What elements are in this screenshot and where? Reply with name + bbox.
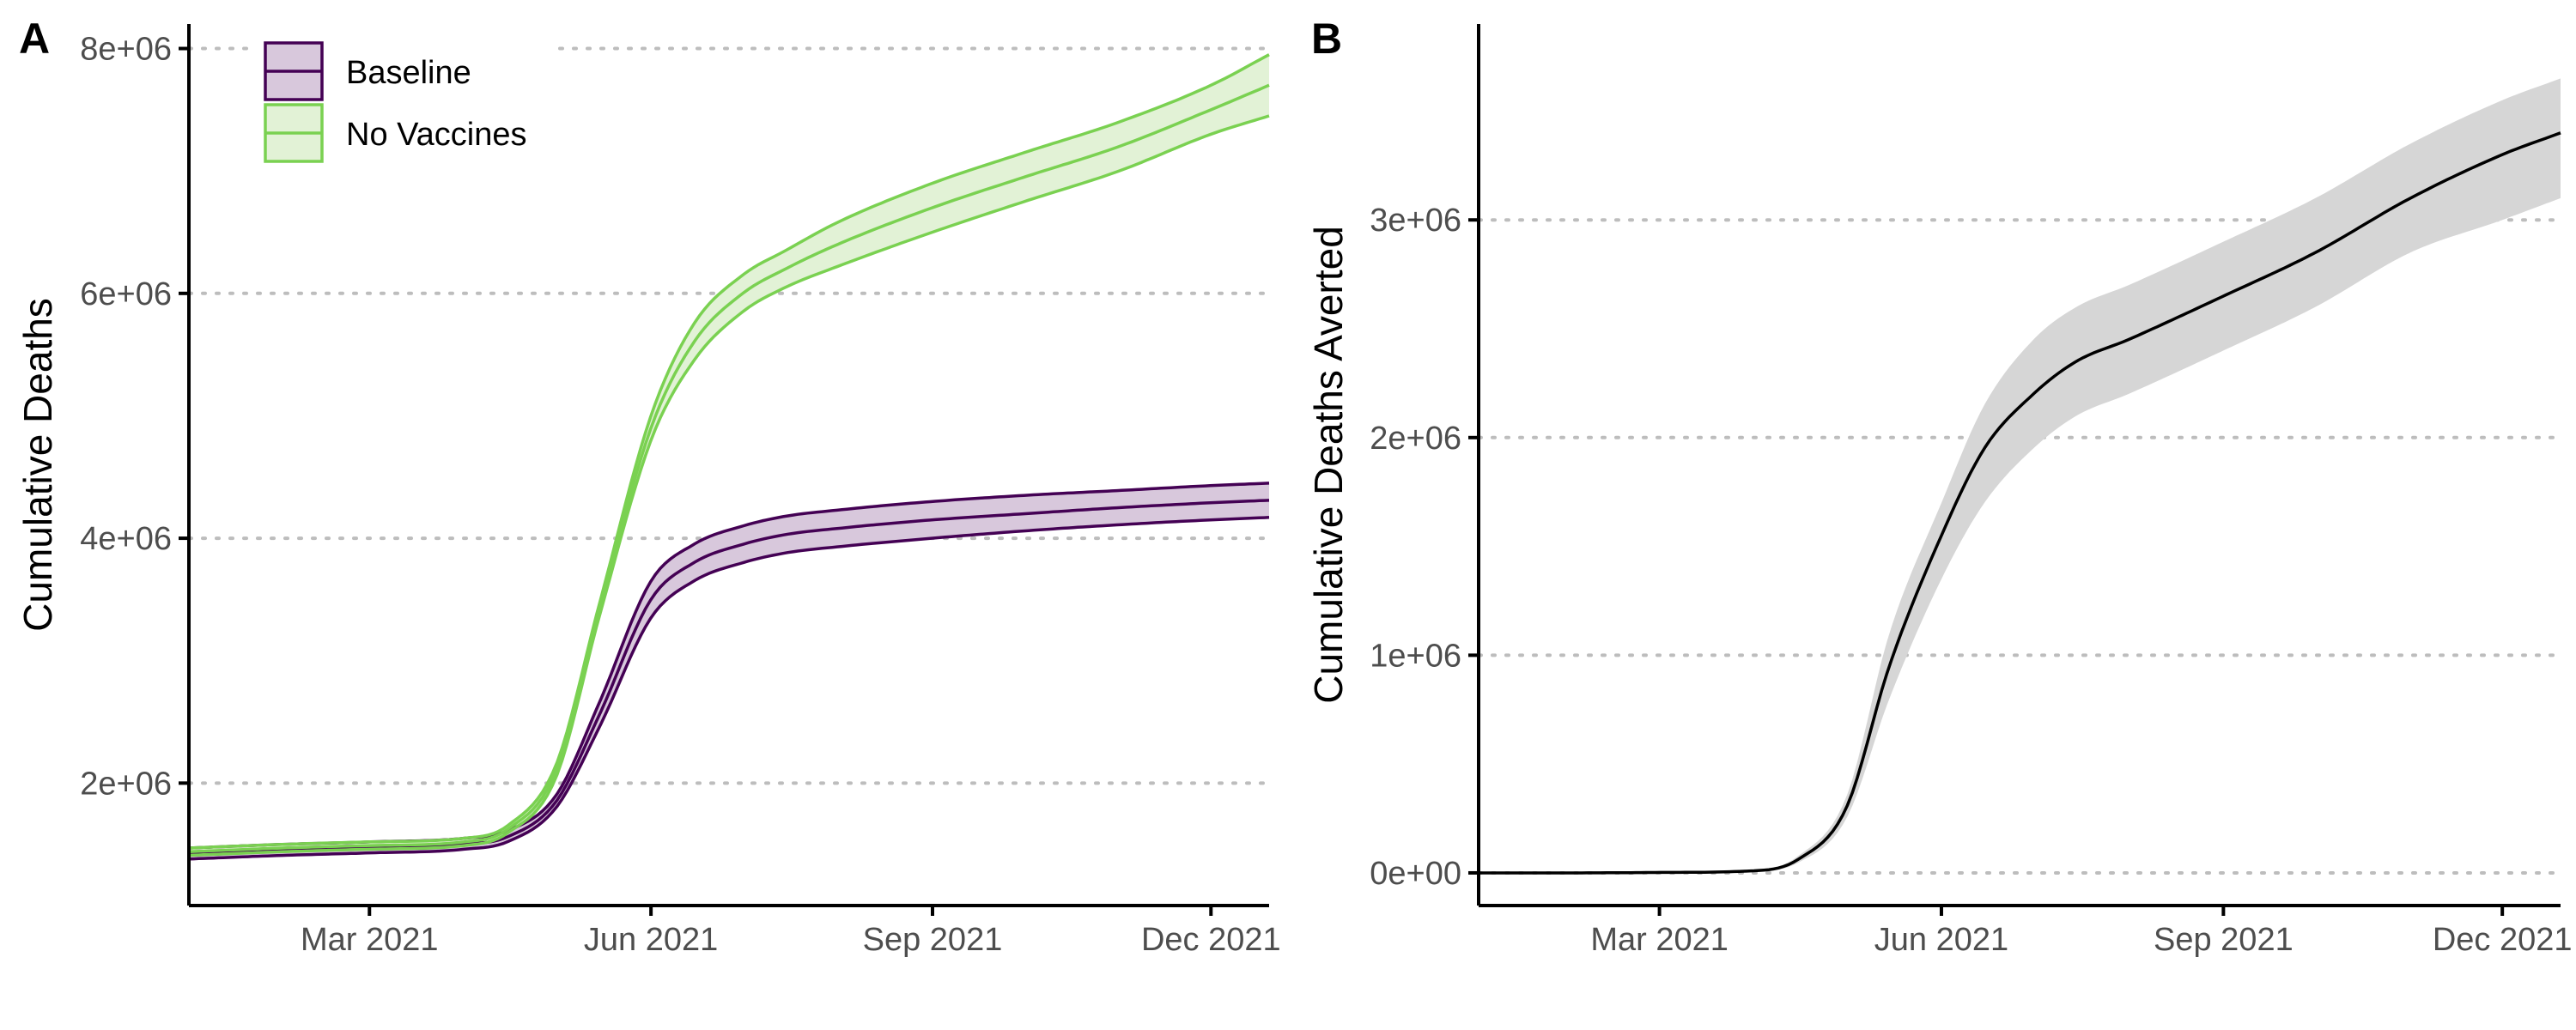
- panel-a: 2e+06 4e+06 6e+06 8e+06 Mar 2021 Jun 2021 Sep …: [15, 15, 1281, 958]
- y-tick-label: 3e+06: [1370, 203, 1461, 239]
- x-tick-label: Dec 2021: [2433, 922, 2573, 958]
- baseline-ribbon: [189, 482, 1269, 859]
- no-vaccines-upper-line: [188, 53, 1270, 850]
- series-0-ribbon: [1479, 78, 2561, 873]
- y-tick-label: 1e+06: [1370, 638, 1461, 674]
- panel-a-lines: [188, 53, 1270, 861]
- y-tick-label: 0e+00: [1370, 856, 1461, 892]
- legend-label: No Vaccines: [346, 117, 527, 153]
- y-tick-label: 2e+06: [1370, 421, 1461, 457]
- panel-b-lines: [1479, 131, 2561, 875]
- legend-label: Baseline: [346, 55, 471, 91]
- panel-a-y-axis-title: Cumulative Deaths: [15, 298, 60, 632]
- panel-a-axes: 2e+06 4e+06 6e+06 8e+06 Mar 2021 Jun 2021 Sep …: [80, 24, 1281, 958]
- panel-b-ribbons: [1479, 78, 2561, 873]
- panel-a-label: A: [19, 15, 50, 63]
- y-tick-label: 8e+06: [80, 32, 172, 68]
- x-tick-label: Jun 2021: [584, 922, 718, 958]
- no-vaccines-lower-line: [188, 114, 1270, 857]
- y-tick-label: 4e+06: [80, 521, 172, 557]
- y-tick-label: 2e+06: [80, 766, 172, 802]
- no-vaccines-line: [188, 83, 1270, 853]
- panel-b-y-axis-title: Cumulative Deaths Averted: [1306, 226, 1351, 704]
- baseline-lower-line: [188, 516, 1270, 861]
- panel-a-legend: Baseline No Vaccines: [249, 30, 558, 172]
- series-0-line: [1479, 131, 2561, 875]
- panel-b: 0e+00 1e+06 2e+06 3e+06 Mar 2021 Jun 2021 Sep …: [1306, 15, 2573, 958]
- x-tick-label: Sep 2021: [863, 922, 1003, 958]
- x-tick-label: Mar 2021: [301, 922, 439, 958]
- y-tick-label: 6e+06: [80, 276, 172, 312]
- panel-b-axes: 0e+00 1e+06 2e+06 3e+06 Mar 2021 Jun 2021 Sep …: [1370, 24, 2573, 958]
- panel-a-ribbons: [189, 54, 1269, 859]
- x-tick-label: Dec 2021: [1141, 922, 1281, 958]
- no-vaccines-ribbon: [189, 54, 1269, 856]
- panel-b-gridlines: [1477, 218, 2562, 875]
- x-tick-label: Sep 2021: [2154, 922, 2293, 958]
- x-tick-label: Jun 2021: [1874, 922, 2008, 958]
- panel-b-label: B: [1311, 15, 1342, 63]
- x-tick-label: Mar 2021: [1590, 922, 1728, 958]
